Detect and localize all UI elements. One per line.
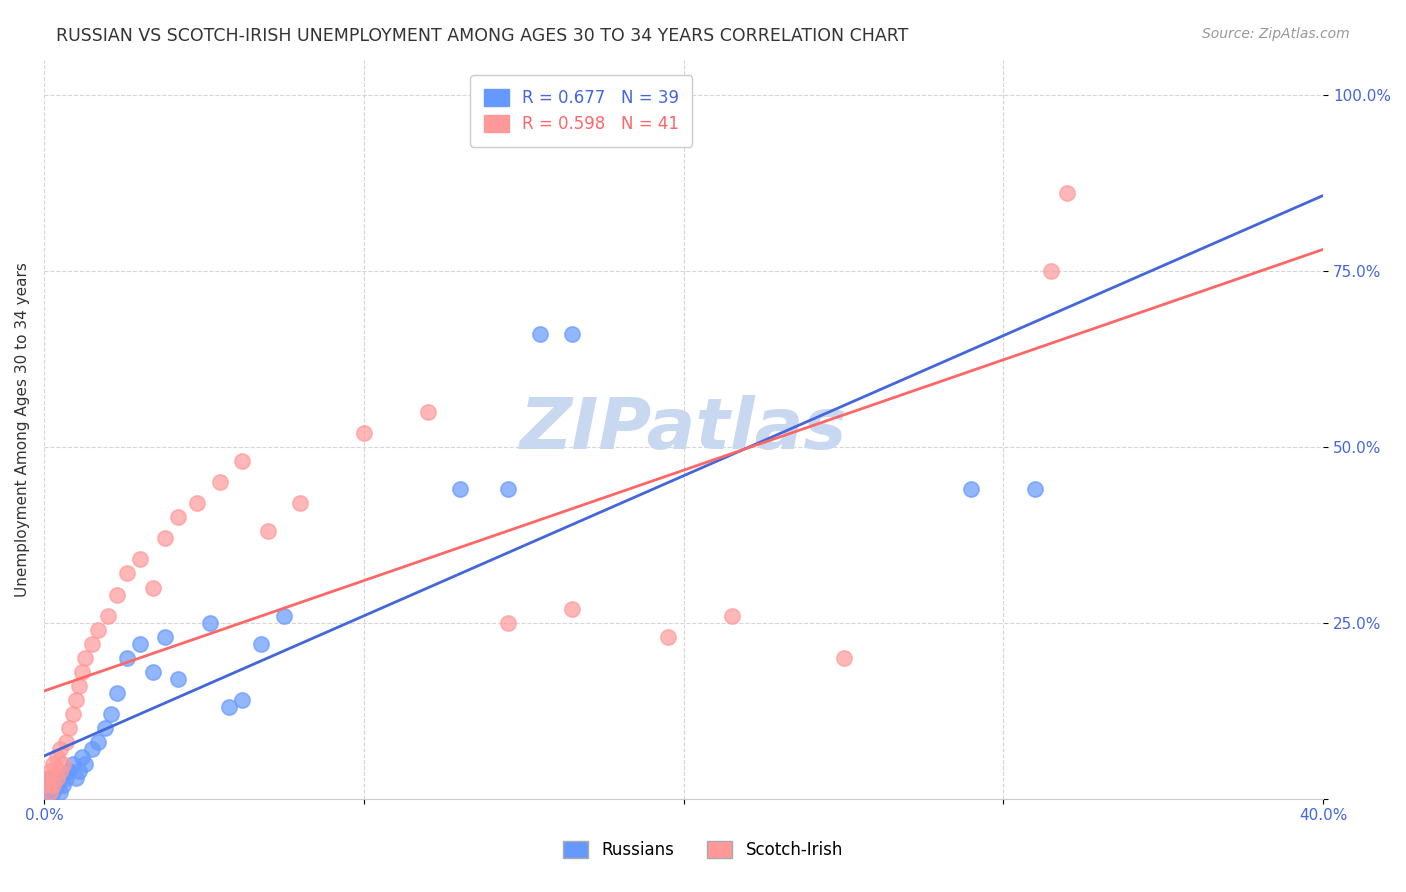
Point	[97, 608, 120, 623]
Point	[42, 778, 65, 792]
Point	[107, 588, 129, 602]
Point	[960, 482, 983, 496]
Point	[561, 601, 583, 615]
Point	[35, 771, 58, 785]
Point	[93, 722, 115, 736]
Legend: R = 0.677   N = 39, R = 0.598   N = 41: R = 0.677 N = 39, R = 0.598 N = 41	[470, 75, 692, 146]
Point	[42, 778, 65, 792]
Point	[72, 665, 94, 679]
Point	[49, 764, 72, 778]
Point	[52, 756, 75, 771]
Point	[52, 778, 75, 792]
Point	[65, 693, 87, 707]
Point	[256, 524, 278, 539]
Point	[39, 785, 62, 799]
Point	[45, 771, 67, 785]
Point	[167, 672, 190, 686]
Point	[561, 327, 583, 342]
Point	[35, 778, 58, 792]
Point	[39, 771, 62, 785]
Point	[1024, 482, 1046, 496]
Point	[273, 608, 295, 623]
Point	[100, 707, 122, 722]
Point	[115, 566, 138, 581]
Point	[67, 679, 90, 693]
Point	[167, 510, 190, 524]
Point	[142, 665, 165, 679]
Point	[49, 771, 72, 785]
Point	[80, 742, 103, 756]
Point	[107, 686, 129, 700]
Point	[62, 756, 84, 771]
Legend: Russians, Scotch-Irish: Russians, Scotch-Irish	[557, 834, 849, 866]
Text: ZIPatlas: ZIPatlas	[520, 394, 848, 464]
Point	[496, 482, 519, 496]
Point	[155, 531, 177, 545]
Point	[231, 454, 253, 468]
Point	[128, 637, 150, 651]
Point	[67, 764, 90, 778]
Point	[496, 615, 519, 630]
Point	[657, 630, 679, 644]
Point	[45, 778, 67, 792]
Point	[72, 749, 94, 764]
Point	[218, 700, 240, 714]
Point	[58, 764, 80, 778]
Point	[1040, 264, 1063, 278]
Point	[87, 623, 110, 637]
Point	[128, 552, 150, 566]
Point	[115, 651, 138, 665]
Point	[39, 764, 62, 778]
Point	[416, 404, 439, 418]
Point	[35, 785, 58, 799]
Point	[186, 496, 208, 510]
Point	[35, 778, 58, 792]
Point	[75, 651, 97, 665]
Point	[1056, 186, 1078, 201]
Point	[231, 693, 253, 707]
Point	[45, 749, 67, 764]
Point	[55, 771, 77, 785]
Point	[720, 608, 742, 623]
Point	[42, 756, 65, 771]
Point	[65, 771, 87, 785]
Point	[58, 722, 80, 736]
Point	[55, 735, 77, 749]
Point	[62, 707, 84, 722]
Point	[87, 735, 110, 749]
Point	[45, 771, 67, 785]
Point	[288, 496, 311, 510]
Point	[529, 327, 551, 342]
Point	[200, 615, 222, 630]
Point	[208, 475, 231, 489]
Text: Source: ZipAtlas.com: Source: ZipAtlas.com	[1202, 27, 1350, 41]
Point	[42, 785, 65, 799]
Point	[80, 637, 103, 651]
Point	[75, 756, 97, 771]
Point	[49, 742, 72, 756]
Point	[155, 630, 177, 644]
Point	[142, 581, 165, 595]
Point	[832, 651, 855, 665]
Text: RUSSIAN VS SCOTCH-IRISH UNEMPLOYMENT AMONG AGES 30 TO 34 YEARS CORRELATION CHART: RUSSIAN VS SCOTCH-IRISH UNEMPLOYMENT AMO…	[56, 27, 908, 45]
Point	[39, 785, 62, 799]
Point	[353, 425, 375, 440]
Point	[449, 482, 471, 496]
Point	[49, 785, 72, 799]
Y-axis label: Unemployment Among Ages 30 to 34 years: Unemployment Among Ages 30 to 34 years	[15, 261, 30, 597]
Point	[250, 637, 273, 651]
